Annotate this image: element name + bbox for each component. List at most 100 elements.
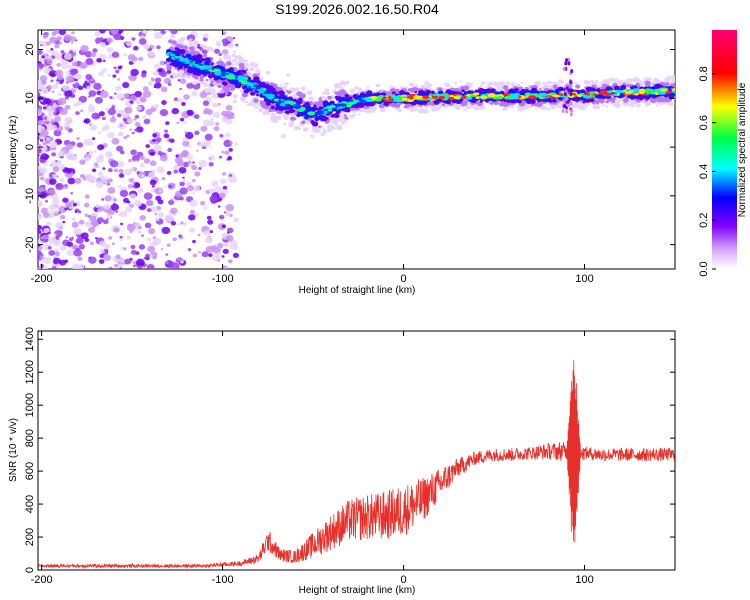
spectrogram-cell [125,40,133,47]
spectrogram-cell [64,117,73,124]
spectrogram-cell [53,102,57,106]
spectrogram-ridge-cell [233,96,237,99]
spectrogram-ridge-cell [567,94,575,98]
spectrogram-ridge-cell [422,95,430,100]
spectrogram-cell [56,175,59,178]
spectrogram-cell [153,63,161,69]
spectrogram-cell [224,110,234,119]
spectrogram-cell [129,193,137,200]
spectrogram-cell [129,128,133,131]
spectrogram-cell [221,38,229,44]
colorbar-tick-label: 0.4 [698,164,710,179]
spectrogram-ridge-cell [432,93,438,97]
spectrogram-ridge-cell [188,46,195,51]
spectrogram-ridge-cell [567,61,571,66]
spectrogram-cell [152,255,157,260]
spectrogram-ridge-cell [503,101,510,107]
spectrogram-cell [126,134,130,138]
spectrogram-cell [60,50,65,54]
spectrogram-cell [227,42,235,49]
spectrogram-frame [37,29,676,270]
spectrogram-cell [155,217,160,222]
spectrogram-ridge-cell [413,95,420,99]
spectrogram-cell [65,96,69,100]
spectrogram-ridge-cell [306,122,310,125]
spectrogram-cell [202,142,208,147]
spectrogram-cell [40,129,49,138]
spectrogram-cell [137,230,142,234]
spectrogram-cell [134,128,138,132]
spectrogram-ridge-cell [561,109,565,114]
spectrogram-cell [192,253,198,258]
spectrogram-cell [55,56,60,60]
spectrogram-cell [98,71,104,77]
spectrogram-cell [123,53,128,57]
spectrogram-ridge-cell [207,73,214,79]
spectrogram-ridge-cell [199,67,206,70]
spectrogram-ridge-cell [166,65,172,71]
spectrogram-cell [48,236,57,244]
spectrogram-cell [520,81,524,85]
spectrogram-cell [75,111,80,116]
spectrogram-cell [213,48,221,54]
spectrogram-ridge-cell [534,102,539,107]
spectrogram-ridge-cell [543,85,547,88]
spectrogram-ridge-cell [343,114,347,117]
spectrogram-ridge-cell [487,93,496,98]
spectrogram-cell [225,203,235,212]
spectrogram-ridge-cell [374,99,379,102]
spectrogram-ridge-cell [188,66,194,71]
spectrogram-cell [216,242,224,249]
spectrogram-ridge-cell [245,59,249,62]
spectrogram-ridge-cell [479,100,483,103]
spectrogram-cell [48,243,52,246]
spectrogram-cell [103,254,111,262]
spectrogram-ridge-cell [273,115,277,119]
spectrogram-cell [91,112,100,120]
spectrogram-cell [91,212,96,217]
spectrogram-ridge-cell [206,46,214,52]
spectrogram-cell [93,150,97,153]
spectrogram-cell [227,156,233,161]
spectrogram-ridge-cell [414,87,420,92]
spectrogram-ridge-cell [610,78,616,83]
spectrogram-cell [116,145,124,152]
spectrogram-ridge-cell [241,92,249,98]
spectrogram-ridge-cell [212,90,216,94]
spectrogram-cell [97,131,102,135]
spectrogram-ridge-cell [377,96,383,99]
spectrogram-ridge-cell [253,98,259,103]
spectrogram-cell [203,229,211,236]
spectrogram-ridge-cell [228,73,233,76]
spectrogram-ridge-cell [171,40,178,45]
spectrogram-cell [98,259,105,264]
spectrogram-cell [42,106,47,110]
spectrogram-cell [159,109,169,117]
spectrogram-cell [70,200,75,204]
spectrogram-ridge-cell [196,53,203,60]
spectrogram-cell [84,213,89,218]
spectrogram-cell [149,151,155,156]
spectrogram-cell [67,177,76,185]
spectrogram-cell [228,174,233,177]
spectrogram-cell [92,48,98,53]
spectrogram-cell [189,199,198,207]
spectrogram-cell [166,69,172,74]
spectrogram-cell [136,258,145,267]
spectrogram-ridge-cell [294,87,300,92]
spectrogram-ridge-cell [293,125,300,131]
spectrogram-cell [161,100,167,105]
spectrogram-cell [119,124,123,127]
spectrogram-cell [218,52,223,57]
spectrogram-cell [217,102,221,106]
spectrogram-cell [52,173,58,179]
spectrogram-ridge-cell [200,81,204,84]
spectrogram-cell [150,77,155,81]
colorbar-tick-label: 0.2 [698,213,710,228]
spectrogram-ridge-cell [258,107,264,113]
spectrogram-cell [107,183,111,186]
spectrogram-ridge-cell [263,110,266,114]
spectrogram-ridge-cell [586,93,591,96]
spectrogram-cell [160,248,164,251]
